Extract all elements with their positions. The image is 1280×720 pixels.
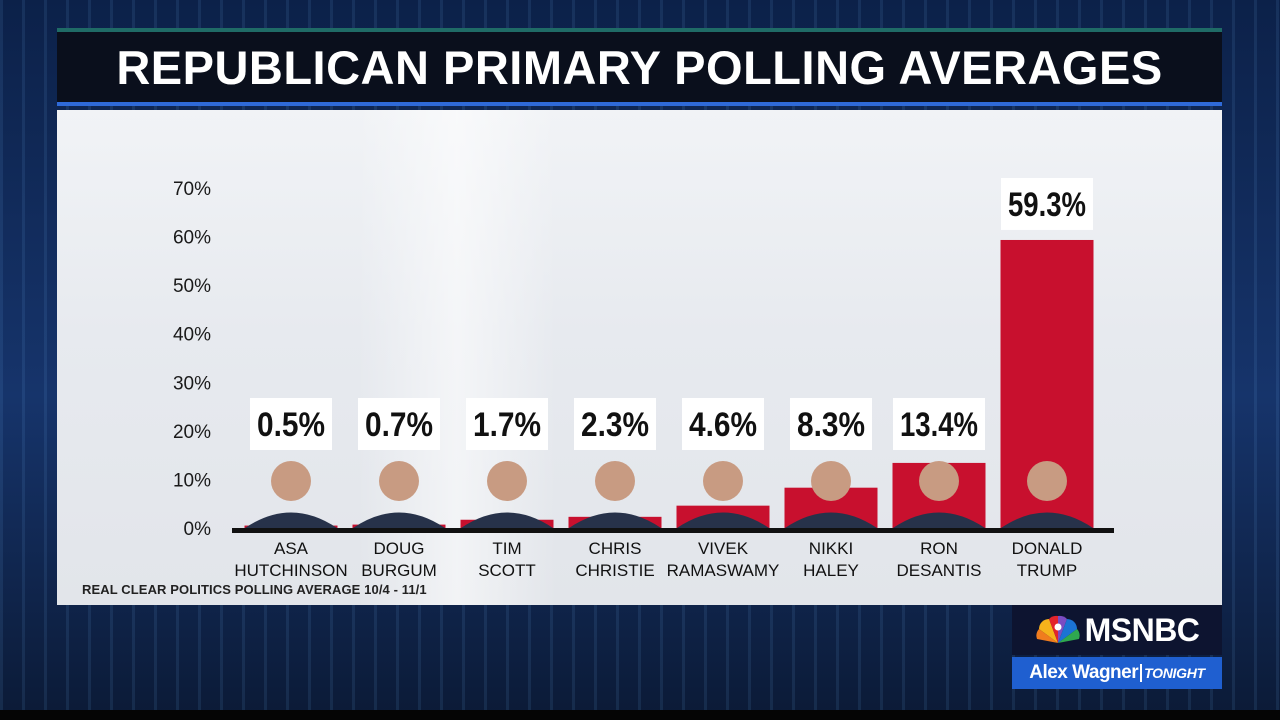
x-tick-label: CHRISTIE — [575, 561, 654, 580]
value-label-box — [358, 398, 440, 450]
x-tick-label: ASA — [274, 539, 309, 558]
candidate-portrait-icon — [677, 512, 769, 528]
value-label-box — [790, 398, 872, 450]
y-tick-label: 20% — [173, 422, 211, 443]
value-label-box — [893, 398, 985, 450]
candidate-portrait-icon — [569, 512, 661, 528]
logo-show-row: Alex Wagner TONIGHT — [1012, 657, 1222, 689]
y-tick-label: 30% — [173, 373, 211, 394]
x-tick-label: NIKKI — [809, 539, 853, 558]
candidate-portrait-icon — [487, 461, 527, 501]
show-name: Alex Wagner — [1029, 662, 1139, 683]
x-tick-label: HUTCHINSON — [234, 561, 347, 580]
candidate-portrait-icon — [1001, 512, 1093, 528]
source-note: REAL CLEAR POLITICS POLLING AVERAGE 10/4… — [82, 582, 427, 597]
x-tick-label: SCOTT — [478, 561, 536, 580]
chart-panel: 0% 10% 20% 30% 40% 50% 60% 70% 0.5% ASA HUTCHINSON… — [57, 110, 1222, 605]
candidate-portrait-icon — [703, 461, 743, 501]
candidate-portrait-icon — [595, 461, 635, 501]
candidate-portrait-icon — [245, 512, 337, 528]
x-tick-label: DESANTIS — [896, 561, 981, 580]
y-tick-label: 0% — [184, 519, 212, 540]
value-label-box — [574, 398, 656, 450]
x-tick-label: RAMASWAMY — [667, 561, 780, 580]
y-tick-label: 50% — [173, 276, 211, 297]
data-label: 59.3% — [1008, 186, 1086, 224]
candidate-portrait-icon — [785, 512, 877, 528]
value-label-box — [466, 398, 548, 450]
chart-title: REPUBLICAN PRIMARY POLLING AVERAGES — [116, 40, 1163, 94]
y-tick-label: 40% — [173, 325, 211, 346]
show-separator — [1140, 664, 1143, 682]
data-label: 2.3% — [581, 406, 649, 444]
peacock-icon — [1036, 615, 1080, 643]
x-tick-label: TIM — [492, 539, 521, 558]
x-tick-label: DOUG — [374, 539, 425, 558]
value-label-box — [682, 398, 764, 450]
x-axis-line — [232, 528, 1114, 533]
bottom-bar — [0, 710, 1280, 720]
candidate-portrait-icon — [271, 461, 311, 501]
candidate-portrait-icon — [379, 461, 419, 501]
y-tick-label: 70% — [173, 179, 211, 200]
candidate-portrait-icon — [353, 512, 445, 528]
y-tick-label: 10% — [173, 470, 211, 491]
x-tick-label: BURGUM — [361, 561, 437, 580]
candidate-portrait-icon — [461, 512, 553, 528]
x-tick-label: CHRIS — [589, 539, 642, 558]
data-label: 0.5% — [257, 406, 325, 444]
candidate-portrait-icon — [893, 512, 985, 528]
data-label: 1.7% — [473, 406, 541, 444]
x-tick-label: DONALD — [1012, 539, 1083, 558]
x-tick-label: RON — [920, 539, 958, 558]
candidate-portrait-icon — [919, 461, 959, 501]
x-tick-label: HALEY — [803, 561, 859, 580]
data-label: 13.4% — [900, 406, 978, 444]
network-name: MSNBC — [1084, 611, 1200, 648]
candidate-portrait-icon — [811, 461, 851, 501]
title-bar: REPUBLICAN PRIMARY POLLING AVERAGES — [57, 28, 1222, 106]
x-tick-label: VIVEK — [698, 539, 749, 558]
show-tag: TONIGHT — [1144, 665, 1205, 681]
logo-network-row: MSNBC — [1012, 605, 1222, 655]
value-label-box — [250, 398, 332, 450]
y-tick-label: 60% — [173, 228, 211, 249]
data-label: 8.3% — [797, 406, 865, 444]
candidate-portrait-icon — [1027, 461, 1067, 501]
data-label: 4.6% — [689, 406, 757, 444]
value-label-box — [1001, 177, 1093, 230]
bar-chart: 0% 10% 20% 30% 40% 50% 60% 70% 0.5% ASA HUTCHINSON… — [173, 177, 1114, 580]
network-logo: MSNBC Alex Wagner TONIGHT — [1012, 605, 1222, 689]
data-label: 0.7% — [365, 406, 433, 444]
x-tick-label: TRUMP — [1017, 561, 1077, 580]
